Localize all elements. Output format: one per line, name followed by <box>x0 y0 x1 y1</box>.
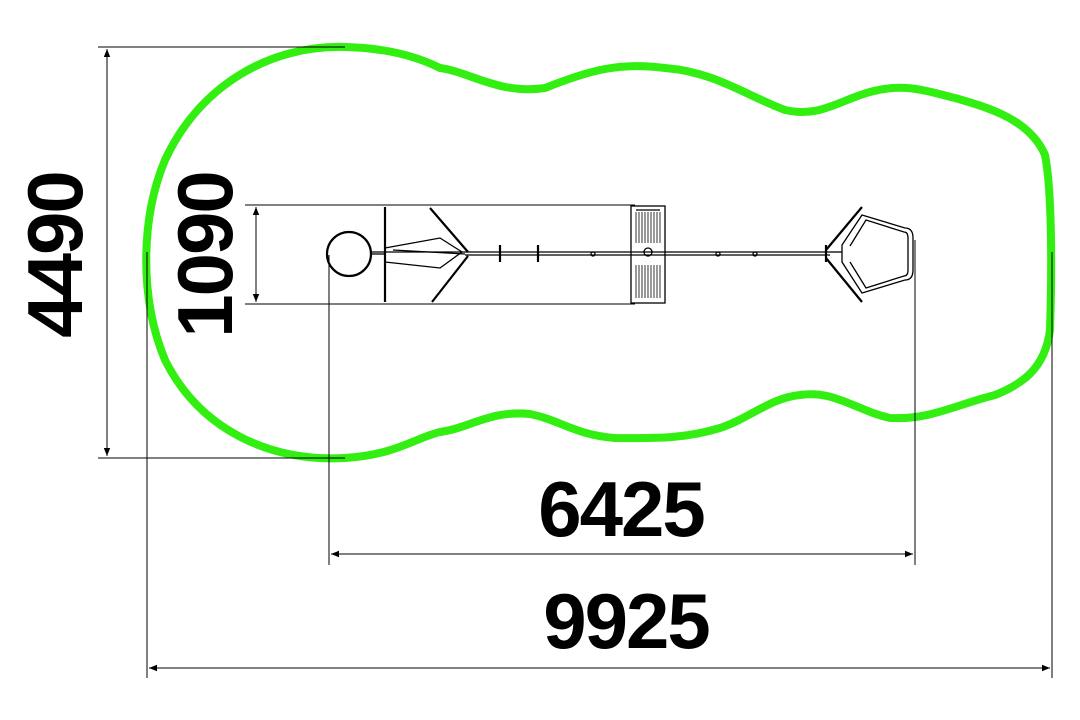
right-a-frame-leg-lower <box>825 257 863 303</box>
dimension-equipment-depth: 1090 <box>161 172 635 338</box>
dimension-label-equipment-length: 6425 <box>538 465 704 553</box>
dimension-overall-depth: 4490 <box>11 46 345 459</box>
dimension-equipment-length: 6425 <box>328 240 916 565</box>
safety-zone-outline <box>142 42 1056 463</box>
left-a-frame <box>384 237 464 269</box>
platform-slats <box>635 212 661 298</box>
basket-seat-inner <box>849 219 909 289</box>
left-brace <box>392 249 466 255</box>
left-a-frame-leg-lower <box>431 255 469 303</box>
dimension-label-equipment-depth: 1090 <box>161 172 249 338</box>
dimension-overall-length: 9925 <box>146 252 1053 678</box>
dimension-label-overall-length: 9925 <box>543 577 709 665</box>
beam-bolt <box>715 251 721 257</box>
center-platform <box>630 205 666 304</box>
basket-seat <box>841 214 914 294</box>
pivot-bolt <box>643 247 653 257</box>
round-seat <box>325 230 373 278</box>
beam-bolt <box>752 251 758 257</box>
equipment-plan <box>325 205 914 304</box>
left-a-frame-leg-upper <box>429 207 469 253</box>
right-a-frame-leg-upper <box>825 206 863 251</box>
beam-bolt <box>590 251 596 257</box>
dimension-label-overall-depth: 4490 <box>11 172 99 338</box>
